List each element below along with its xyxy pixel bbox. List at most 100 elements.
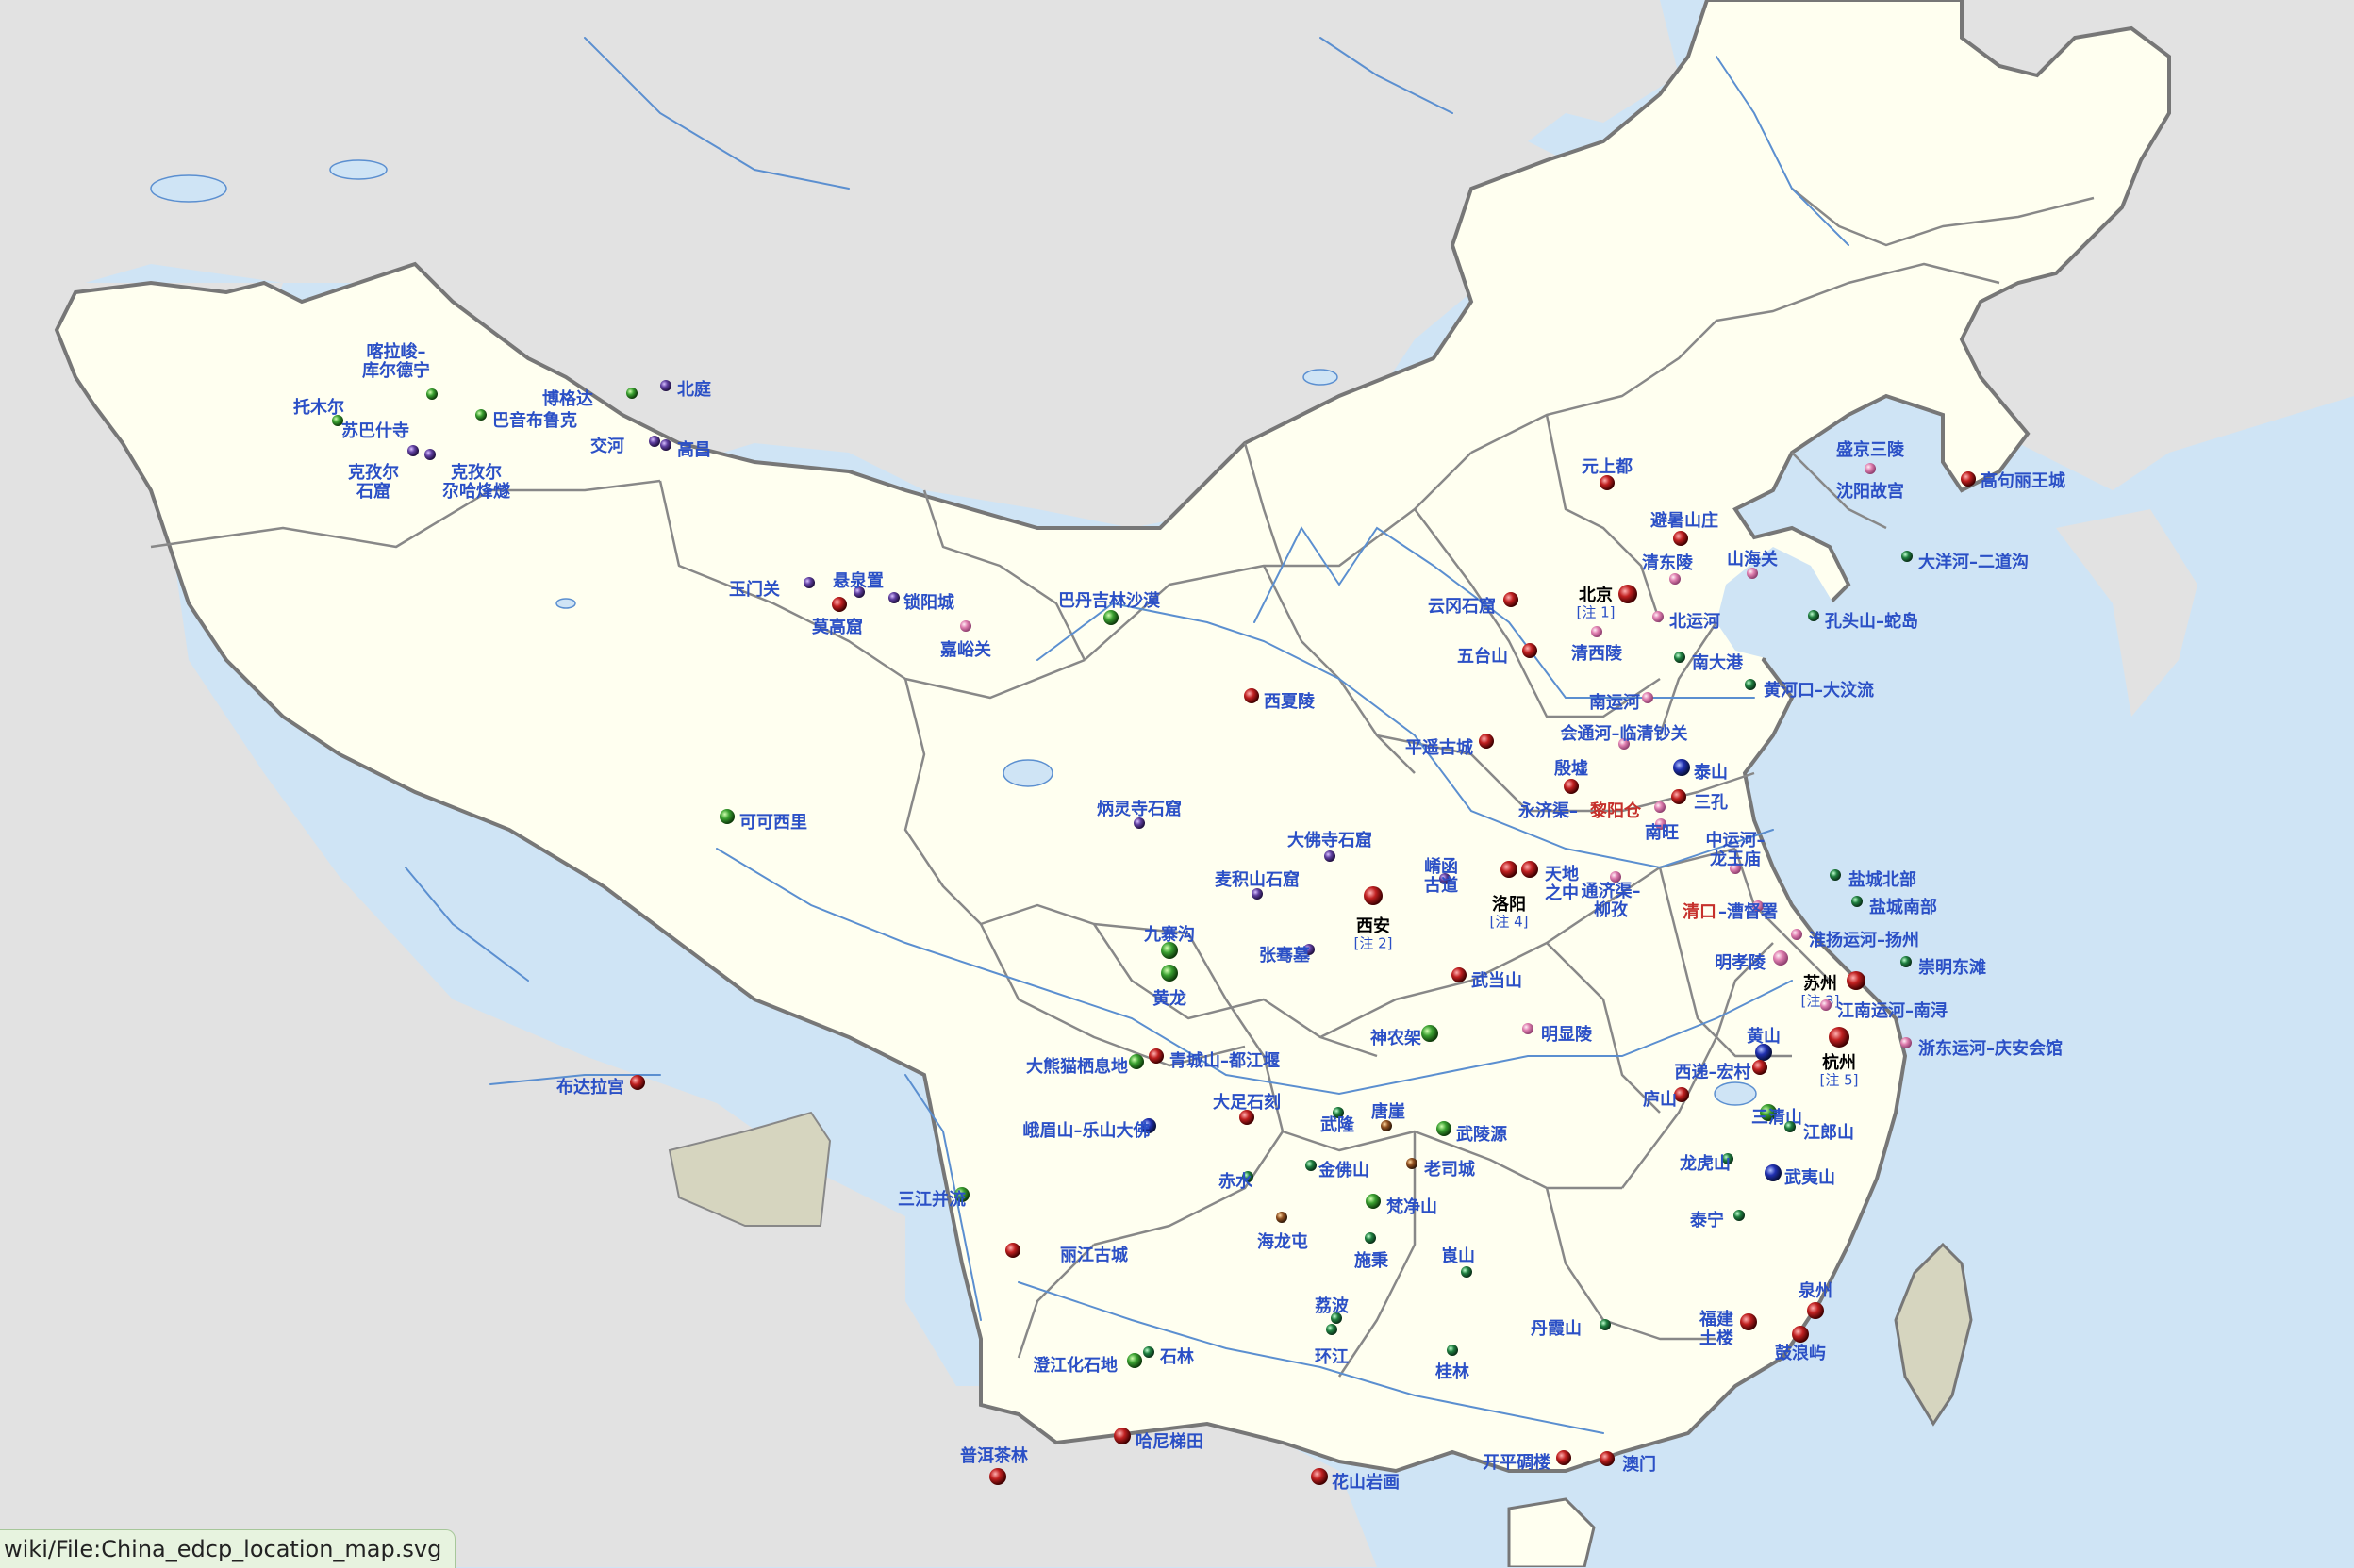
site-note[interactable]: [注 3]	[1800, 993, 1839, 1010]
tentative_green-site-marker[interactable]	[1784, 1121, 1796, 1132]
mixed-site-marker[interactable]	[1765, 1164, 1782, 1181]
cultural-site-marker[interactable]	[1807, 1302, 1824, 1319]
site-24[interactable]: 北京[注 1]	[1576, 585, 1637, 621]
cultural-site-marker[interactable]	[1479, 734, 1494, 749]
cultural-site-marker[interactable]	[1005, 1243, 1020, 1258]
cultural-site-marker[interactable]	[989, 1468, 1006, 1485]
site-38[interactable]: 永济渠– 黎阳仓	[1517, 801, 1666, 821]
natural-site-marker[interactable]	[475, 409, 487, 421]
site-58[interactable]: 江南运河–南浔	[1820, 999, 1948, 1021]
tentative_green-site-marker[interactable]	[1733, 1210, 1745, 1221]
site-16[interactable]: 元上都	[1582, 457, 1633, 490]
site-82[interactable]: 赤水	[1218, 1171, 1253, 1192]
natural-site-marker[interactable]	[1421, 1025, 1438, 1042]
tentative_pink-site-marker[interactable]	[1773, 950, 1788, 966]
tentative_green-site-marker[interactable]	[1900, 956, 1912, 967]
site-37[interactable]: 三孔	[1671, 789, 1728, 813]
site-62[interactable]: 黄龙	[1152, 965, 1186, 1009]
cultural-site-marker[interactable]	[1503, 592, 1518, 607]
site-66[interactable]: 明显陵	[1522, 1023, 1593, 1045]
natural-site-marker[interactable]	[426, 388, 438, 400]
site-13[interactable]: 莫高窟	[811, 597, 863, 637]
tentative_purple-site-marker[interactable]	[1252, 888, 1263, 900]
tentative_green-site-marker[interactable]	[1830, 869, 1841, 881]
tentative_pink-site-marker[interactable]	[1652, 611, 1664, 622]
site-29[interactable]: 南大港	[1674, 652, 1744, 673]
natural-site-marker[interactable]	[1161, 965, 1178, 982]
cultural-site-marker[interactable]	[1521, 861, 1538, 878]
tentative_pink-site-marker[interactable]	[1791, 929, 1802, 940]
tentative_brown-site-marker[interactable]	[1406, 1158, 1417, 1169]
cultural-site-marker[interactable]	[1556, 1450, 1571, 1465]
site-74[interactable]: 泰宁	[1689, 1210, 1745, 1230]
site-73[interactable]: 武夷山	[1765, 1164, 1835, 1188]
cultural-site-marker[interactable]	[1829, 1027, 1849, 1048]
site-43[interactable]: 麦积山石窟	[1215, 869, 1300, 900]
cultural-site-marker[interactable]	[1114, 1428, 1131, 1444]
natural-site-marker[interactable]	[1103, 610, 1119, 625]
cultural-site-marker[interactable]	[1149, 1048, 1164, 1064]
tentative_green-site-marker[interactable]	[1600, 1319, 1611, 1330]
tentative_pink-site-marker[interactable]	[1655, 818, 1666, 830]
natural-site-marker[interactable]	[720, 809, 735, 824]
cultural-site-marker[interactable]	[1752, 1060, 1767, 1075]
site-5[interactable]: 北庭	[660, 379, 711, 400]
site-65[interactable]: 神农架	[1370, 1025, 1438, 1048]
tentative_green-site-marker[interactable]	[1305, 1160, 1317, 1171]
site-72[interactable]: 龙虎山	[1680, 1153, 1733, 1174]
tentative_green-site-marker[interactable]	[1333, 1107, 1344, 1118]
site-98[interactable]: 鼓浪屿	[1775, 1326, 1826, 1363]
tentative_pink-site-marker[interactable]	[1752, 900, 1764, 912]
site-80[interactable]: 唐崖	[1371, 1101, 1405, 1131]
tentative_pink-site-marker[interactable]	[1730, 863, 1741, 874]
site-31[interactable]: 黄河口–大汶流	[1745, 679, 1874, 701]
tentative_pink-site-marker[interactable]	[960, 620, 971, 632]
natural-site-marker[interactable]	[1129, 1054, 1144, 1069]
site-42[interactable]: 大佛寺石窟	[1287, 830, 1372, 862]
cultural-site-marker[interactable]	[1564, 779, 1579, 794]
tentative_purple-site-marker[interactable]	[1439, 873, 1451, 884]
tentative_purple-site-marker[interactable]	[660, 439, 671, 451]
site-3[interactable]: 巴音布鲁克	[475, 409, 577, 431]
cultural-site-marker[interactable]	[630, 1075, 645, 1090]
site-83[interactable]: 金佛山	[1305, 1160, 1369, 1180]
tentative_pink-site-marker[interactable]	[1522, 1023, 1533, 1034]
tentative_green-site-marker[interactable]	[1745, 679, 1756, 690]
site-26[interactable]: 清西陵	[1571, 626, 1623, 664]
site-4[interactable]: 博格达	[542, 388, 638, 409]
site-87[interactable]: 施秉	[1354, 1232, 1389, 1271]
site-67[interactable]: 黄山	[1747, 1026, 1781, 1061]
cultural-site-marker[interactable]	[1522, 643, 1537, 658]
tentative_purple-site-marker[interactable]	[854, 586, 865, 598]
tentative_purple-site-marker[interactable]	[407, 445, 419, 456]
tentative_pink-site-marker[interactable]	[1747, 568, 1758, 579]
tentative_pink-site-marker[interactable]	[1610, 871, 1621, 883]
natural-site-marker[interactable]	[954, 1187, 970, 1202]
mixed-site-marker[interactable]	[1141, 1118, 1156, 1133]
site-32[interactable]: 南运河	[1589, 692, 1653, 713]
site-17[interactable]: 盛京三陵	[1836, 439, 1905, 474]
natural-site-marker[interactable]	[1760, 1104, 1777, 1121]
site-91[interactable]: 丽江古城	[1005, 1243, 1128, 1265]
site-41[interactable]: 炳灵寺石窟	[1097, 799, 1182, 829]
site-88[interactable]: 崀山	[1441, 1246, 1475, 1278]
site-44[interactable]: 可可西里	[720, 809, 807, 833]
cultural-site-marker[interactable]	[832, 597, 847, 612]
site-59[interactable]: 杭州[注 5]	[1819, 1027, 1859, 1089]
mixed-site-marker[interactable]	[1673, 759, 1690, 776]
site-27[interactable]: 云冈石窟	[1428, 592, 1518, 617]
tentative_green-site-marker[interactable]	[1851, 896, 1863, 907]
site-76[interactable]: 青城山–都江堰	[1149, 1048, 1280, 1071]
site-6[interactable]: 交河	[590, 436, 660, 456]
site-10[interactable]: 玉门关	[729, 577, 815, 600]
site-40[interactable]: 西夏陵	[1244, 688, 1316, 712]
tentative_purple-site-marker[interactable]	[888, 592, 900, 603]
cultural-site-marker[interactable]	[1847, 971, 1865, 990]
site-2[interactable]: 苏巴什寺	[341, 421, 419, 456]
cultural-site-marker[interactable]	[1740, 1313, 1757, 1330]
tentative_green-site-marker[interactable]	[1365, 1232, 1376, 1244]
site-89[interactable]: 布达拉宫	[556, 1075, 645, 1098]
